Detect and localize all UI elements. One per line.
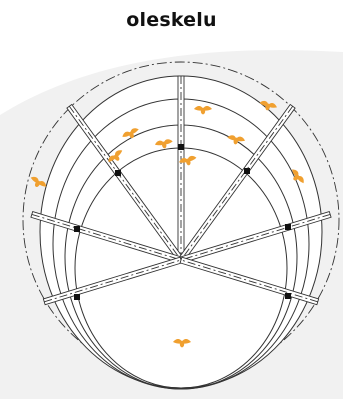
joint-right-upper — [285, 224, 291, 230]
joints — [74, 144, 291, 300]
joint-right-steep — [244, 168, 250, 174]
joint-left-upper — [74, 226, 80, 232]
joint-top — [178, 144, 184, 150]
joint-left-lower — [74, 294, 80, 300]
diagram-title: oleskelu — [126, 9, 217, 31]
radial-bars — [30, 75, 332, 306]
joint-left-steep — [115, 170, 121, 176]
joint-right-lower — [285, 293, 291, 299]
